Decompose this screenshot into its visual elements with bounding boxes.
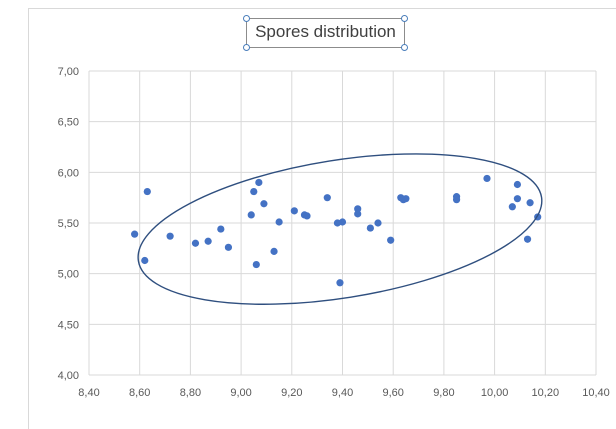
y-axis-tick-labels: 4,00 4,50 5,00 5,50 6,00 6,50 7,00 bbox=[58, 66, 79, 382]
x-tick-label: 9,60 bbox=[382, 387, 403, 399]
data-point[interactable] bbox=[290, 207, 298, 215]
selection-handle-top-right[interactable] bbox=[401, 15, 408, 22]
gridlines bbox=[88, 70, 597, 376]
x-tick-label: 10,00 bbox=[481, 387, 509, 399]
data-point[interactable] bbox=[275, 218, 283, 226]
data-point[interactable] bbox=[374, 219, 382, 227]
data-point[interactable] bbox=[336, 279, 344, 287]
data-point[interactable] bbox=[270, 247, 278, 255]
y-tick-label: 6,00 bbox=[58, 167, 79, 179]
data-point[interactable] bbox=[191, 239, 200, 247]
data-point[interactable] bbox=[303, 212, 311, 220]
data-point[interactable] bbox=[217, 225, 225, 233]
y-tick-label: 7,00 bbox=[58, 66, 79, 78]
y-tick-label: 5,50 bbox=[58, 218, 79, 230]
chart-area[interactable] bbox=[28, 8, 616, 429]
data-point[interactable] bbox=[338, 218, 347, 226]
y-tick-label: 6,50 bbox=[58, 117, 79, 129]
x-tick-label: 9,00 bbox=[230, 387, 251, 399]
selection-handle-top-left[interactable] bbox=[243, 15, 250, 22]
data-point[interactable] bbox=[526, 199, 534, 207]
data-point[interactable] bbox=[366, 224, 374, 232]
data-point[interactable] bbox=[143, 187, 151, 196]
data-point[interactable] bbox=[252, 260, 260, 269]
data-point[interactable] bbox=[247, 211, 255, 219]
selection-handle-bottom-left[interactable] bbox=[243, 44, 250, 51]
data-point[interactable] bbox=[131, 230, 139, 238]
data-point[interactable] bbox=[483, 174, 491, 183]
cluster-ellipse bbox=[137, 153, 543, 305]
x-tick-label: 8,40 bbox=[78, 387, 99, 399]
x-tick-label: 8,60 bbox=[129, 387, 150, 399]
data-points bbox=[131, 174, 542, 287]
data-point[interactable] bbox=[323, 194, 331, 202]
data-point[interactable] bbox=[523, 235, 532, 243]
data-point[interactable] bbox=[354, 205, 362, 213]
chart-title-box[interactable]: Spores distribution bbox=[243, 15, 408, 51]
x-tick-label: 9,80 bbox=[433, 387, 454, 399]
x-tick-label: 9,20 bbox=[281, 387, 302, 399]
y-tick-label: 5,00 bbox=[58, 269, 79, 281]
data-point[interactable] bbox=[513, 180, 522, 189]
data-point[interactable] bbox=[250, 187, 258, 196]
chart-title: Spores distribution bbox=[255, 22, 396, 41]
y-tick-label: 4,50 bbox=[58, 319, 79, 331]
data-point[interactable] bbox=[354, 210, 362, 218]
data-point[interactable] bbox=[402, 195, 410, 203]
x-tick-label: 10,20 bbox=[532, 387, 560, 399]
x-tick-label: 9,40 bbox=[332, 387, 353, 399]
data-point[interactable] bbox=[255, 178, 263, 187]
x-axis-tick-labels: 8,40 8,60 8,80 9,00 9,20 9,40 9,60 9,80 10,00 10,… bbox=[78, 387, 609, 399]
data-point[interactable] bbox=[224, 243, 233, 251]
data-point[interactable] bbox=[204, 237, 212, 245]
selection-handle-bottom-right[interactable] bbox=[401, 44, 408, 51]
data-point[interactable] bbox=[452, 196, 461, 204]
data-point[interactable] bbox=[508, 203, 516, 211]
x-tick-label: 10,40 bbox=[582, 387, 610, 399]
scatter-plot: 4,00 4,50 5,00 5,50 6,00 6,50 7,00 8,40 8,60 8,8… bbox=[58, 66, 610, 399]
data-point[interactable] bbox=[166, 232, 174, 240]
data-point[interactable] bbox=[513, 195, 522, 203]
data-point[interactable] bbox=[387, 236, 395, 244]
y-tick-label: 4,00 bbox=[58, 370, 79, 382]
data-point[interactable] bbox=[260, 200, 268, 208]
x-tick-label: 8,80 bbox=[180, 387, 201, 399]
data-point[interactable] bbox=[141, 256, 149, 265]
